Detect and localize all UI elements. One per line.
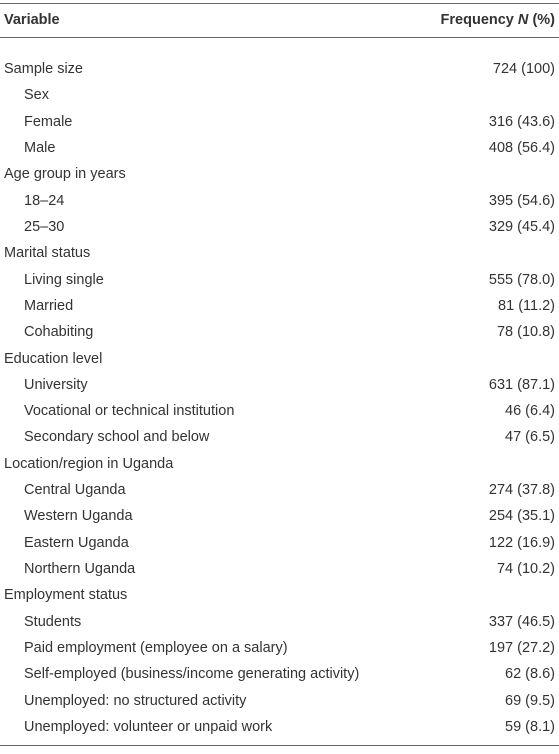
- row-label: Married: [24, 297, 74, 314]
- row-value: 78 (10.8): [496, 324, 555, 341]
- row-label: Male: [24, 139, 56, 156]
- row-label: Marital status: [4, 245, 91, 262]
- row-value: 74 (10.2): [496, 561, 555, 578]
- row-label: Female: [24, 113, 73, 130]
- row-label: Sample size: [4, 61, 83, 77]
- row-value: 395 (54.6): [488, 192, 555, 209]
- row-value: 46 (6.4): [505, 403, 555, 420]
- row-label: Unemployed: no structured activity: [24, 692, 247, 709]
- row-value: 59 (8.1): [505, 719, 555, 735]
- row-label: Northern Uganda: [24, 561, 136, 578]
- header-text: Frequency: [440, 12, 514, 28]
- row-value: 47 (6.5): [505, 429, 555, 446]
- row-value: 122 (16.9): [488, 534, 555, 551]
- row-label: Secondary school and below: [24, 429, 210, 446]
- row-value: 408 (56.4): [488, 139, 555, 156]
- row-value: 274 (37.8): [488, 482, 555, 499]
- row-value: 555 (78.0): [488, 271, 555, 288]
- row-value: 631 (87.1): [488, 376, 555, 393]
- row-value: 316 (43.6): [488, 113, 555, 130]
- header-frequency: Frequency N (%): [441, 10, 555, 30]
- row-label: Location/region in Uganda: [4, 455, 174, 472]
- row-label: Living single: [24, 271, 104, 288]
- row-label: Eastern Uganda: [24, 534, 129, 551]
- row-label: Sex: [24, 87, 49, 104]
- row-label: Education level: [4, 350, 103, 367]
- header-variable: Variable: [4, 12, 60, 28]
- row-label: 18–24: [24, 192, 65, 209]
- row-label: Unemployed: volunteer or unpaid work: [24, 719, 273, 735]
- row-value: 69 (9.5): [505, 692, 555, 709]
- row-value: 254 (35.1): [488, 508, 555, 525]
- row-value: 329 (45.4): [488, 218, 555, 235]
- row-value: 337 (46.5): [488, 613, 555, 630]
- row-label: Age group in years: [4, 166, 126, 183]
- header-text: (%): [532, 12, 555, 28]
- row-value: 62 (8.6): [505, 666, 555, 683]
- row-label: University: [24, 376, 88, 393]
- row-label: Vocational or technical institution: [24, 403, 235, 420]
- row-value: 724 (100): [492, 61, 555, 77]
- row-label: Employment status: [4, 587, 128, 604]
- row-label: Students: [24, 613, 82, 630]
- header-text: N: [517, 12, 529, 28]
- row-label: Paid employment (employee on a salary): [24, 640, 288, 657]
- row-label: Central Uganda: [24, 482, 126, 499]
- bottom-rule: [0, 745, 559, 746]
- row-label: 25–30: [24, 218, 65, 235]
- row-label: Western Uganda: [24, 508, 133, 525]
- header-rule: [0, 37, 559, 38]
- row-label: Cohabiting: [24, 324, 94, 341]
- row-label: Self-employed (business/income generatin…: [24, 666, 360, 683]
- row-value: 81 (11.2): [498, 297, 555, 314]
- row-value: 197 (27.2): [488, 640, 555, 657]
- top-rule: [0, 3, 559, 4]
